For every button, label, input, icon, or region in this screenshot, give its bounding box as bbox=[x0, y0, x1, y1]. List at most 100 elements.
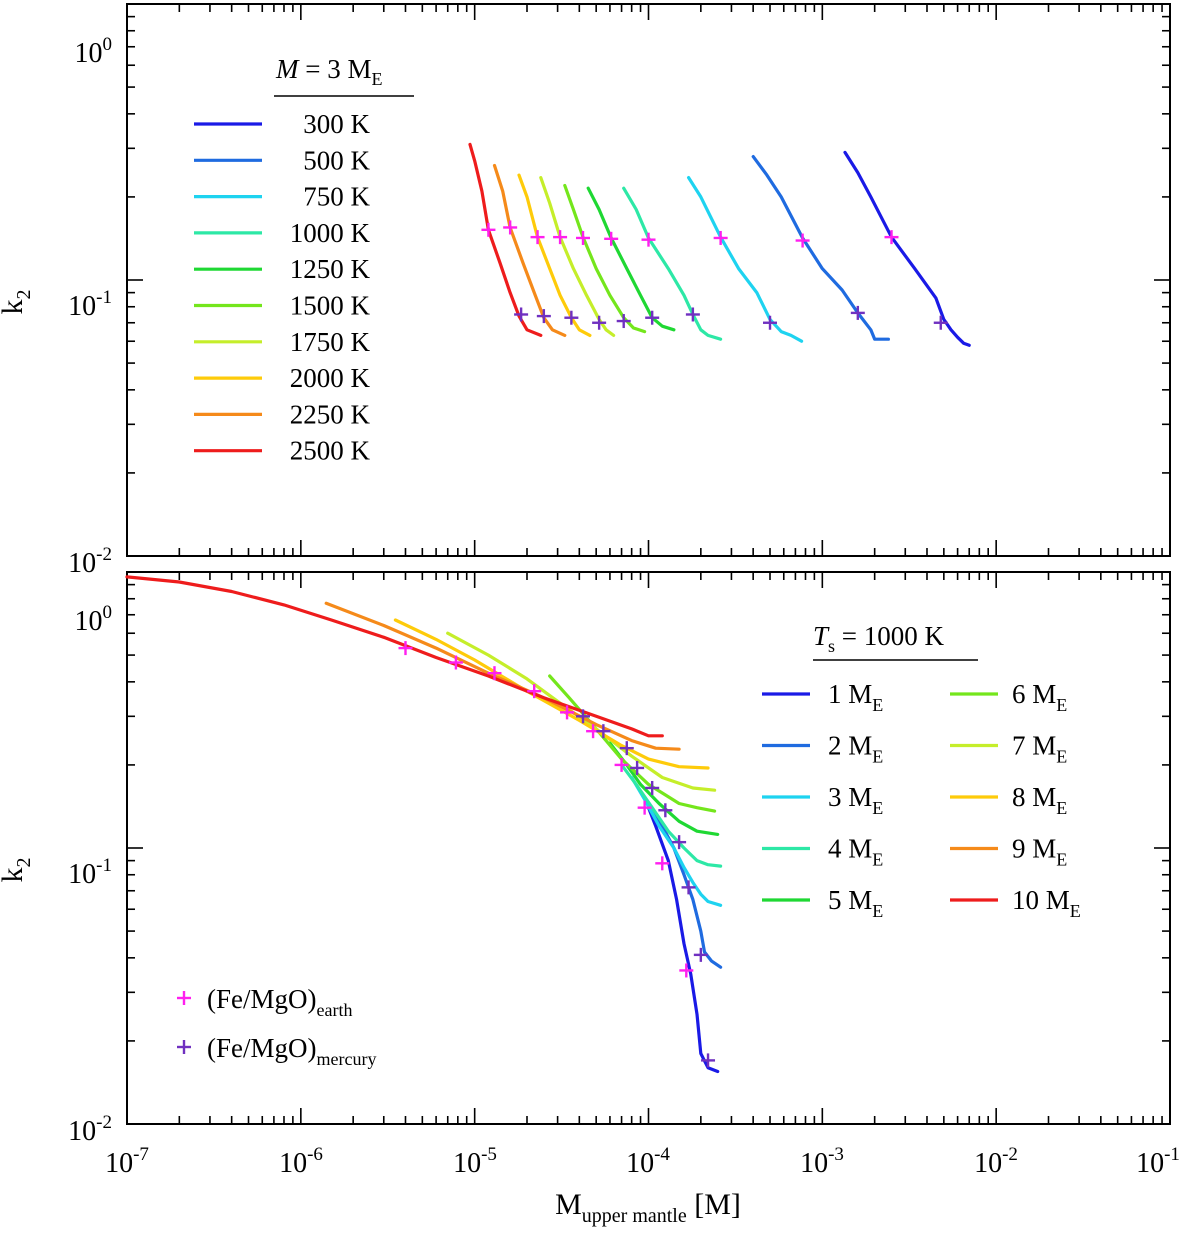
legend-label: 1 ME bbox=[828, 679, 883, 715]
mercury-marker bbox=[763, 315, 778, 330]
legend-label: 750 K bbox=[303, 182, 370, 212]
xtick-label: 10-4 bbox=[626, 1144, 670, 1179]
earth-marker bbox=[487, 666, 502, 681]
series-line-1000-k bbox=[622, 186, 723, 341]
legend-label: 6 ME bbox=[1012, 679, 1067, 715]
xtick-label: 10-5 bbox=[453, 1144, 497, 1179]
top-markers bbox=[481, 220, 948, 330]
legend-label: 2500 K bbox=[290, 436, 371, 466]
series-line-300-k bbox=[843, 150, 971, 347]
xtick-label: 10-3 bbox=[800, 1144, 844, 1179]
mercury-marker bbox=[630, 760, 645, 775]
bottom-ytick-label: 100 bbox=[75, 602, 113, 637]
legend-label: 300 K bbox=[303, 109, 370, 139]
top-panel: k2 100 10-1 10-2 M = 3 ME 300 K 500 K 750 … bbox=[0, 3, 1171, 579]
mercury-marker bbox=[693, 947, 708, 962]
legend-label: 2 ME bbox=[828, 731, 883, 767]
x-axis-label: Mupper mantle [M] bbox=[555, 1188, 741, 1227]
series-line-2250-k bbox=[492, 163, 567, 337]
legend-label: 2250 K bbox=[290, 399, 371, 429]
top-ticks bbox=[126, 3, 1170, 556]
earth-marker bbox=[884, 230, 899, 245]
earth-marker bbox=[614, 757, 629, 772]
legend-label: 9 ME bbox=[1012, 834, 1067, 870]
mercury-marker bbox=[701, 1053, 716, 1068]
earth-marker bbox=[641, 232, 656, 247]
series-line-1250-k bbox=[586, 186, 676, 332]
series-line-4-me bbox=[620, 763, 723, 868]
legend-label: 10 ME bbox=[1012, 885, 1081, 921]
legend-label: 7 ME bbox=[1012, 731, 1067, 767]
series-line-10-me bbox=[125, 575, 664, 738]
legend-label: 4 ME bbox=[828, 834, 883, 870]
mercury-marker bbox=[619, 741, 634, 756]
top-ytick-label: 10-2 bbox=[68, 544, 112, 579]
series-line-1750-k bbox=[539, 176, 616, 337]
legend-label: 1500 K bbox=[290, 291, 371, 321]
bottom-y-axis-label: k2 bbox=[0, 858, 35, 883]
mercury-marker bbox=[536, 309, 551, 324]
bottom-ytick-label: 10-1 bbox=[68, 855, 112, 890]
legend-label: 1750 K bbox=[290, 327, 371, 357]
top-legend-title: M = 3 ME bbox=[275, 54, 382, 89]
bottom-ticks bbox=[126, 571, 1170, 1124]
top-y-axis-label: k2 bbox=[0, 290, 35, 315]
earth-marker bbox=[530, 230, 545, 245]
mercury-marker bbox=[616, 314, 631, 329]
mercury-marker bbox=[658, 803, 673, 818]
legend-label: 1250 K bbox=[290, 254, 371, 284]
xtick-label: 10-7 bbox=[105, 1144, 149, 1179]
series-line-750-k bbox=[687, 176, 804, 343]
series-line-500-k bbox=[751, 155, 890, 341]
marker-legend-earth-icon bbox=[177, 991, 191, 1005]
mercury-marker bbox=[672, 835, 687, 850]
marker-legend-mercury-icon bbox=[177, 1040, 191, 1054]
mercury-marker bbox=[645, 310, 660, 325]
series-line-2000-k bbox=[517, 173, 592, 337]
series-line-2-me bbox=[646, 806, 723, 969]
marker-legend-symbols bbox=[177, 991, 191, 1054]
legend-label: 5 ME bbox=[828, 885, 883, 921]
top-plot-frame bbox=[126, 3, 1171, 557]
mercury-marker bbox=[933, 315, 948, 330]
xtick-label: 10-6 bbox=[279, 1144, 323, 1179]
series-line-2500-k bbox=[468, 142, 543, 337]
mercury-marker bbox=[596, 724, 611, 739]
mercury-marker bbox=[681, 880, 696, 895]
mercury-marker bbox=[576, 709, 591, 724]
xtick-label: 10-2 bbox=[974, 1144, 1018, 1179]
legend-label: 8 ME bbox=[1012, 782, 1067, 818]
earth-marker bbox=[481, 222, 496, 237]
bottom-legend-title: Ts = 1000 K bbox=[813, 621, 945, 656]
earth-marker bbox=[637, 800, 652, 815]
marker-legend-earth-label: (Fe/MgO)earth bbox=[207, 984, 352, 1020]
mercury-marker bbox=[645, 780, 660, 795]
top-ytick-label: 100 bbox=[75, 34, 113, 69]
xtick-label: 10-1 bbox=[1136, 1144, 1180, 1179]
earth-marker bbox=[527, 684, 542, 699]
earth-marker bbox=[604, 231, 619, 246]
earth-marker bbox=[560, 705, 575, 720]
bottom-markers bbox=[398, 641, 716, 1068]
earth-marker bbox=[448, 655, 463, 670]
earth-marker bbox=[679, 963, 694, 978]
series-line-1500-k bbox=[563, 183, 647, 334]
series-line-8-me bbox=[393, 618, 710, 770]
bottom-panel: k2 100 10-1 10-2 10-7 10-6 10-5 10-4 10-… bbox=[0, 571, 1180, 1227]
earth-marker bbox=[655, 856, 670, 871]
marker-legend-mercury-label: (Fe/MgO)mercury bbox=[207, 1033, 376, 1069]
mercury-marker bbox=[850, 305, 865, 320]
mercury-marker bbox=[514, 307, 529, 322]
legend-label: 500 K bbox=[303, 145, 370, 175]
earth-marker bbox=[576, 230, 591, 245]
bottom-legend: 1 ME 2 ME 3 ME 4 ME 5 ME 6 ME 7 ME 8 ME 9 ME 10 M… bbox=[762, 679, 1081, 921]
top-ytick-label: 10-1 bbox=[68, 287, 112, 322]
top-curves bbox=[468, 142, 971, 347]
bottom-ytick-label: 10-2 bbox=[68, 1112, 112, 1147]
earth-marker bbox=[795, 233, 810, 248]
earth-marker bbox=[503, 220, 518, 235]
mercury-marker bbox=[592, 315, 607, 330]
earth-marker bbox=[553, 230, 568, 245]
earth-marker bbox=[713, 230, 728, 245]
